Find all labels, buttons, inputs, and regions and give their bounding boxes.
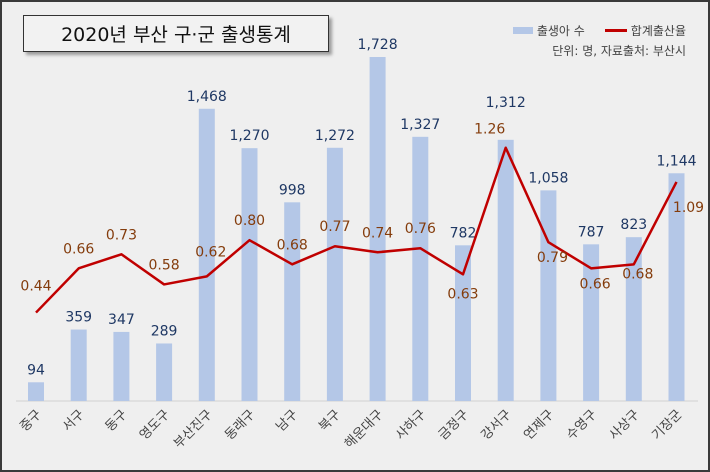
legend-births: 출생아 수	[536, 24, 585, 38]
bar	[284, 202, 301, 401]
bar-value-label: 998	[279, 182, 306, 198]
line-value-label: 1.26	[474, 122, 505, 138]
bar-value-label: 1,728	[358, 37, 398, 53]
bar	[540, 190, 557, 401]
line-value-label: 0.74	[362, 225, 393, 241]
line-value-label: 0.62	[195, 244, 226, 260]
bar-value-label: 823	[620, 217, 647, 233]
category-label: 영도구	[137, 407, 173, 443]
category-label: 사상구	[607, 407, 643, 443]
line-value-label: 0.76	[405, 221, 436, 237]
bar	[497, 139, 514, 401]
legend: 출생아 수 합계출산율 단위: 명, 자료출처: 부산시	[512, 22, 686, 59]
line-value-label: 0.77	[319, 219, 350, 235]
line-value-label: 0.73	[106, 227, 137, 243]
category-label: 수영구	[564, 407, 600, 443]
line-value-label: 0.66	[580, 276, 611, 292]
legend-bar-swatch	[512, 27, 533, 34]
category-label: 북구	[316, 407, 344, 435]
line-value-label: 0.58	[149, 257, 180, 273]
category-label: 남구	[274, 407, 302, 435]
line-value-label: 1.09	[673, 200, 704, 216]
category-label: 서구	[60, 407, 88, 435]
line-value-label: 0.80	[234, 213, 265, 229]
bar-value-label: 1,270	[229, 128, 269, 144]
bar-value-label: 1,327	[400, 117, 440, 133]
bar	[326, 147, 343, 401]
tfr-line	[35, 146, 678, 314]
bar	[198, 108, 215, 401]
line-value-label: 0.66	[63, 241, 94, 257]
category-label: 동구	[103, 407, 131, 435]
bar-value-label: 1,272	[315, 128, 355, 144]
bar	[241, 148, 258, 401]
line-value-label: 0.68	[622, 266, 653, 282]
category-label: 강서구	[479, 407, 515, 443]
bar-value-label: 787	[578, 224, 605, 240]
bar-value-label: 1,058	[528, 170, 568, 186]
unit-note: 단위: 명, 자료출처: 부산시	[552, 44, 686, 58]
line-value-label: 0.63	[447, 286, 478, 302]
bar	[70, 329, 87, 401]
category-label: 부산진구	[171, 407, 215, 451]
category-label: 동래구	[222, 407, 258, 443]
bar	[668, 173, 685, 401]
category-label: 기장군	[649, 407, 685, 443]
bar	[412, 136, 429, 401]
chart-title: 2020년 부산 구·군 출생통계	[23, 15, 329, 52]
bar	[28, 382, 44, 401]
category-label: 연제구	[521, 407, 557, 443]
line-value-label: 0.68	[277, 237, 308, 253]
bar	[156, 343, 173, 401]
category-label: 해운대구	[342, 407, 386, 451]
category-label: 사하구	[393, 407, 429, 443]
bar-value-label: 359	[65, 310, 92, 326]
line-value-label: 0.79	[537, 250, 568, 266]
bar	[113, 331, 130, 401]
bar-value-label: 1,312	[486, 95, 526, 111]
bar-value-label: 1,468	[187, 89, 227, 105]
legend-tfr: 합계출산율	[630, 24, 686, 38]
bar-value-label: 782	[450, 225, 477, 241]
line-value-label: 0.44	[20, 279, 51, 295]
bar-value-label: 94	[27, 362, 45, 378]
legend-line-swatch	[604, 29, 627, 32]
bar	[369, 57, 386, 401]
bar	[455, 245, 471, 401]
category-label: 금정구	[436, 407, 472, 443]
bar-value-label: 347	[108, 312, 135, 328]
bar-value-label: 1,144	[656, 153, 696, 169]
category-label: 중구	[17, 407, 45, 435]
bar-value-label: 289	[151, 323, 178, 339]
bar	[583, 244, 600, 401]
bar	[625, 237, 642, 401]
